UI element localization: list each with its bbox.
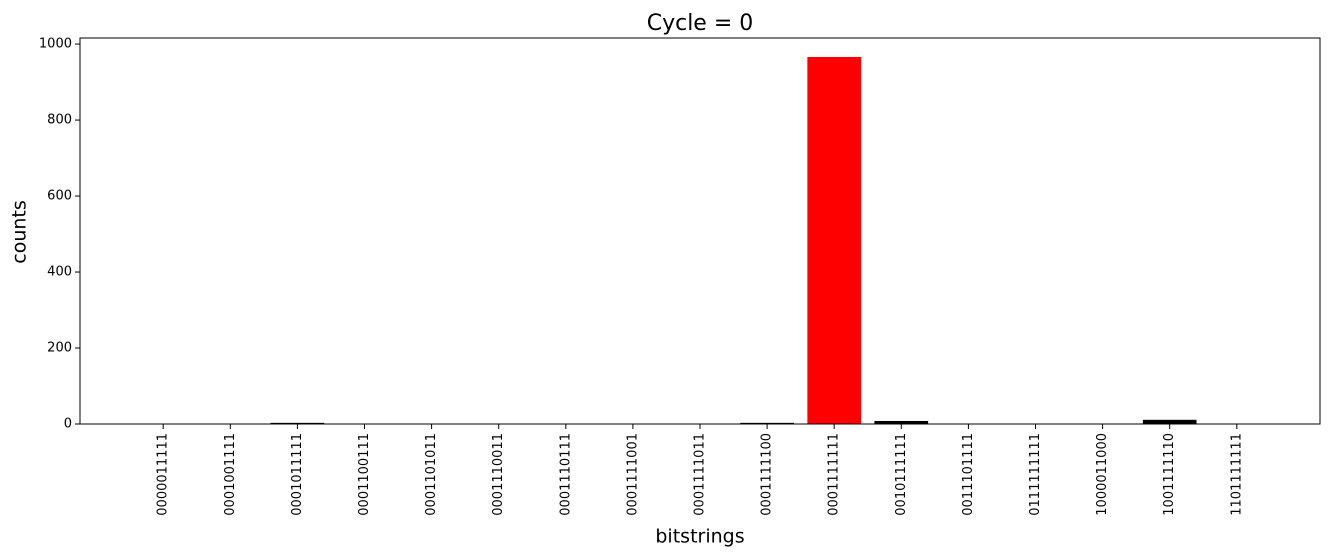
x-tick-label: 0111111111 [1028,433,1043,516]
x-tick-label: 0000011111 [156,433,171,516]
x-tick-label: 0001101011 [424,433,439,516]
x-tick-label: 0001111111 [827,433,842,516]
x-tick-label: 0001001111 [223,433,238,516]
plot-frame [79,37,1321,425]
x-tick-label: 0001110011 [491,433,506,516]
x-tick-label: 1000011000 [1095,433,1110,516]
x-tick-label: 0001111011 [693,433,708,516]
y-tick-label: 1000 [39,37,72,52]
x-tick-label: 0011101111 [961,433,976,516]
x-axis-label: bitstrings [655,526,744,548]
x-tick-label: 1001111110 [1162,433,1177,516]
bar [874,420,929,424]
bar [740,422,794,424]
bar [1142,419,1197,424]
y-tick-label: 400 [47,265,72,280]
x-tick-label: 0001111100 [760,433,775,516]
x-tick-label: 0001100111 [357,433,372,516]
chart-title: Cycle = 0 [647,11,754,36]
y-tick-label: 800 [47,113,72,128]
x-tick-label: 0001111001 [625,433,640,516]
x-tick-label: 0001110111 [558,433,573,516]
x-tick-label: 0001011111 [290,433,305,516]
y-axis-label: counts [9,200,31,264]
bar [807,56,862,424]
y-tick-label: 600 [47,189,72,204]
y-tick-label: 0 [64,417,72,432]
bar [270,422,325,424]
y-tick-label: 200 [47,341,72,356]
x-tick-label: 1101111111 [1229,433,1244,516]
x-tick-label: 0010111111 [894,433,909,516]
